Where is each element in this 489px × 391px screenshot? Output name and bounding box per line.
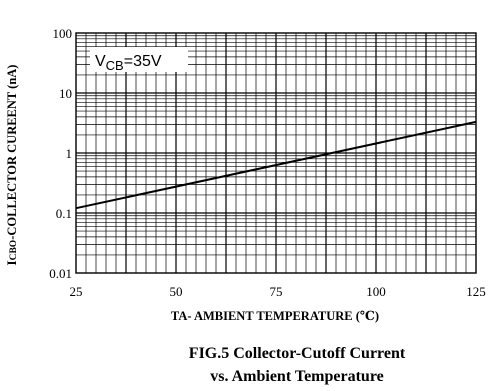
y-tick-label: 0.1 xyxy=(56,206,72,221)
x-tick-label: 125 xyxy=(466,284,486,299)
y-tick-label: 1 xyxy=(66,146,73,161)
annotation-box xyxy=(90,47,188,72)
x-tick-label: 75 xyxy=(270,284,283,299)
series-layer xyxy=(75,120,477,210)
y-tick-label: 10 xyxy=(59,86,72,101)
x-tick-labels: 25 50 75 100 125 xyxy=(70,284,486,299)
series-line-1 xyxy=(75,120,477,210)
annotation-text: VCB=35V xyxy=(95,53,162,73)
x-axis-title: TA- AMBIENT TEMPERATURE (℃) xyxy=(171,309,379,323)
x-tick-label: 50 xyxy=(170,284,183,299)
vcb-annotation: VCB=35V xyxy=(90,47,188,73)
grid xyxy=(76,33,476,273)
y-tick-label: 0.01 xyxy=(49,266,72,281)
plot-frame xyxy=(75,32,477,274)
figure-caption-line-1: FIG.5 Collector-Cutoff Current xyxy=(189,345,406,362)
y-tick-labels: 0.01 0.1 1 10 100 xyxy=(49,26,72,281)
y-tick-label: 100 xyxy=(53,26,73,41)
x-tick-label: 100 xyxy=(366,284,386,299)
x-tick-label: 25 xyxy=(70,284,83,299)
y-axis-title: ICBO-COLLECTOR CUREENT (nA) xyxy=(4,65,19,266)
figure-caption-line-2: vs. Ambient Temperature xyxy=(210,368,383,385)
